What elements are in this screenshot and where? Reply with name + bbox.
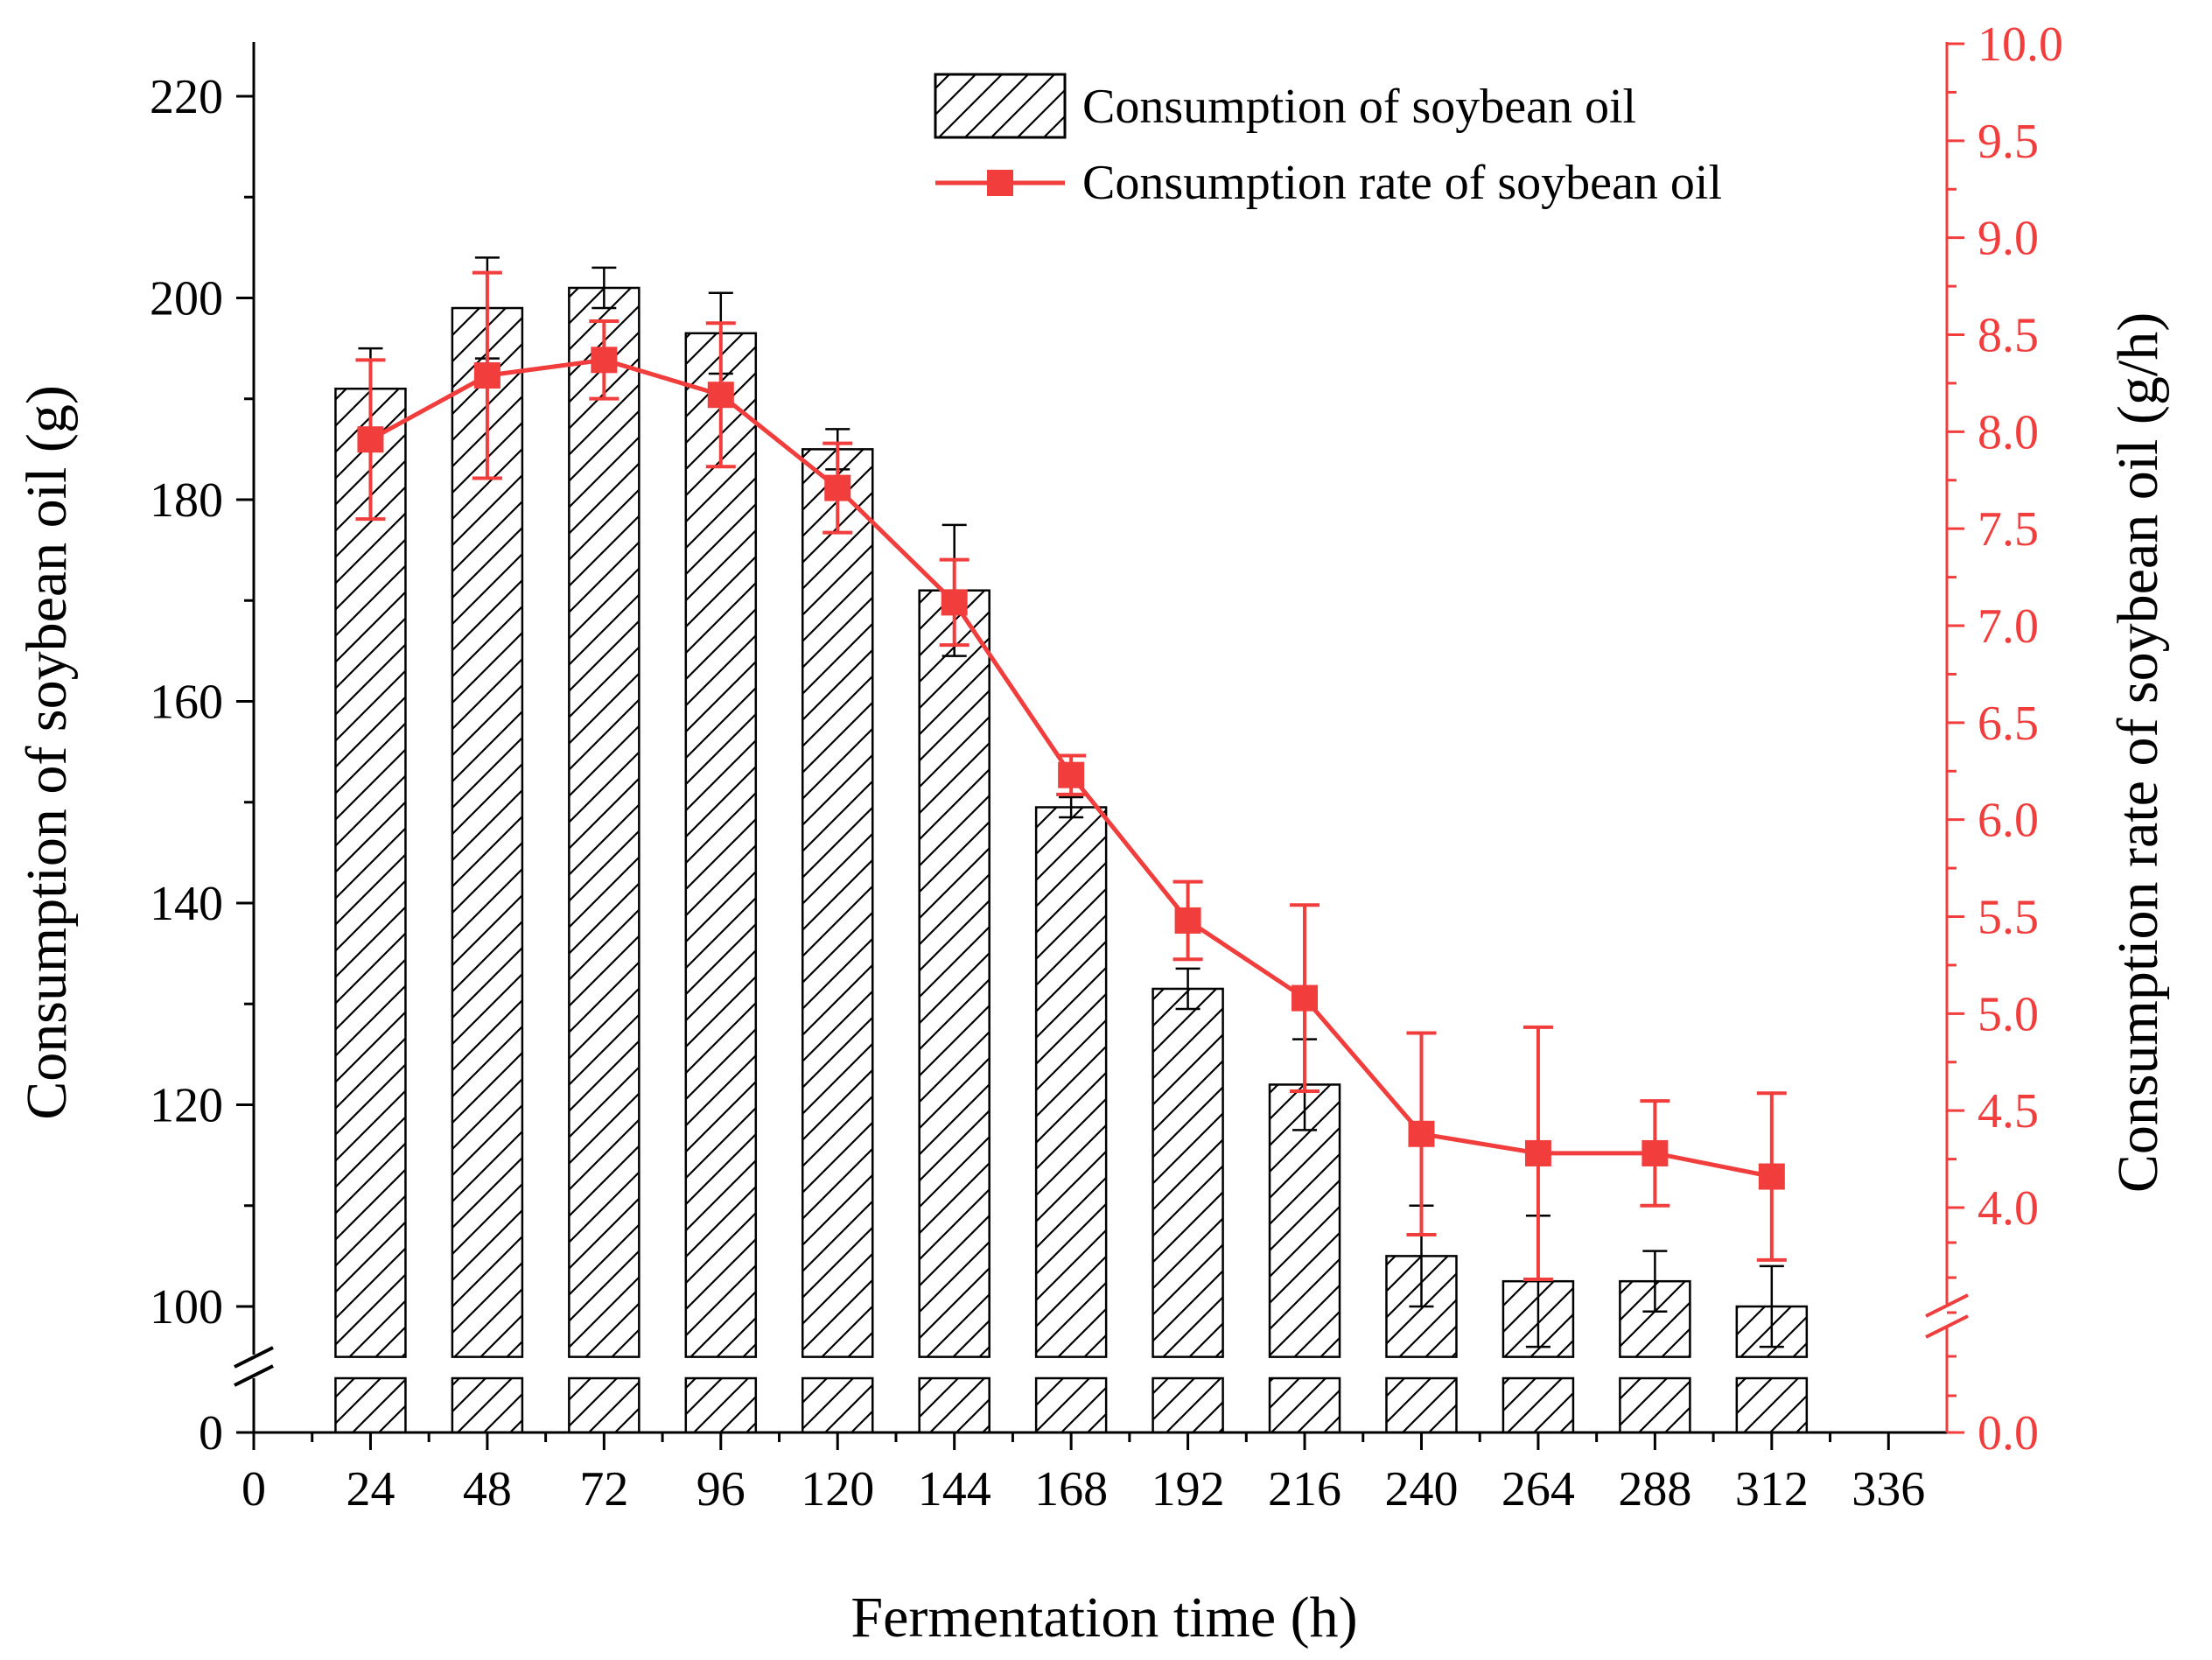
x-axis-tick-label: 312 xyxy=(1735,1462,1809,1516)
x-axis-tick-label: 120 xyxy=(801,1462,874,1516)
rate-point xyxy=(591,347,618,374)
bar-base-segment xyxy=(684,1376,758,1434)
line-layer xyxy=(355,270,1787,1282)
bar-base-segment xyxy=(451,1376,524,1434)
rate-point xyxy=(357,426,384,453)
rate-point xyxy=(1058,761,1085,788)
y-axis-right-tick-label: 6.0 xyxy=(1978,794,2039,848)
x-axis-title: Fermentation time (h) xyxy=(850,1586,1357,1649)
y-axis-right-tick-label: 6.5 xyxy=(1978,697,2039,751)
x-axis-tick-label: 264 xyxy=(1502,1462,1575,1516)
x-axis-tick-label: 144 xyxy=(918,1462,991,1516)
x-axis-tick-label: 216 xyxy=(1268,1462,1341,1516)
bar xyxy=(801,448,874,1358)
bar xyxy=(568,286,640,1358)
x-axis-tick-label: 48 xyxy=(463,1462,512,1516)
rate-point xyxy=(1174,907,1201,934)
bar xyxy=(1152,987,1224,1358)
bar-base-segment xyxy=(918,1376,990,1434)
x-axis-tick-label: 72 xyxy=(579,1462,628,1516)
y-axis-left-tick-label: 100 xyxy=(150,1280,223,1334)
bar-base-segment xyxy=(1034,1376,1108,1434)
bar-base-segment xyxy=(1619,1376,1691,1434)
rate-point xyxy=(1642,1139,1669,1166)
rate-point xyxy=(1758,1163,1785,1190)
legend-bar-swatch xyxy=(934,73,1067,139)
y-axis-left-break-mark xyxy=(234,1346,274,1369)
y-axis-right-tick-label: 9.5 xyxy=(1978,115,2039,169)
x-axis-tick-label: 336 xyxy=(1852,1462,1925,1516)
rate-point xyxy=(824,474,851,501)
bar-base-segment xyxy=(1152,1376,1224,1434)
bar xyxy=(918,589,990,1358)
y-axis-left-tick-label: 0 xyxy=(199,1406,223,1460)
bar-base-segment xyxy=(1735,1376,1809,1434)
bars-layer xyxy=(334,256,1809,1434)
y-axis-left-tick-label: 220 xyxy=(150,70,223,124)
y-axis-left-tick-label: 120 xyxy=(150,1079,223,1133)
x-axis-tick-label: 168 xyxy=(1034,1462,1108,1516)
y-axis-right-tick-label: 7.5 xyxy=(1978,502,2039,557)
y-axis-left-tick-label: 160 xyxy=(150,676,223,730)
bar-base-segment xyxy=(334,1376,407,1434)
y-axis-right-tick-label: 10.0 xyxy=(1978,18,2063,72)
bar xyxy=(684,332,758,1358)
y-axis-right-tick-label: 8.0 xyxy=(1978,405,2039,459)
y-axis-right-tick-label: 5.0 xyxy=(1978,987,2039,1041)
y-axis-left-tick-label: 140 xyxy=(150,877,223,931)
rate-point xyxy=(473,362,500,389)
legend: Consumption of soybean oil Consumption r… xyxy=(934,73,1722,210)
y-axis-left-break-mark xyxy=(234,1364,274,1387)
y-axis-right-tick-label: 5.5 xyxy=(1978,891,2039,945)
bar-base-segment xyxy=(568,1376,640,1434)
x-axis-tick-label: 96 xyxy=(696,1462,746,1516)
x-axis-tick-label: 192 xyxy=(1152,1462,1225,1516)
legend-line-marker xyxy=(987,170,1013,196)
x-axis-tick-label: 24 xyxy=(346,1462,395,1516)
legend-line-label: Consumption rate of soybean oil xyxy=(1082,156,1722,210)
legend-bar-label: Consumption of soybean oil xyxy=(1082,80,1636,134)
rate-point xyxy=(707,382,734,409)
rate-point xyxy=(1408,1120,1435,1147)
bar-base-segment xyxy=(1385,1376,1458,1434)
bar-base-segment xyxy=(1268,1376,1341,1434)
y-axis-right-tick-label: 8.5 xyxy=(1978,309,2039,363)
bar xyxy=(334,387,407,1358)
rate-point xyxy=(1524,1139,1551,1166)
y-axis-right-tick-label: 7.0 xyxy=(1978,599,2039,654)
bar-base-segment xyxy=(801,1376,874,1434)
axes-layer: 100 120 140 160 180 200 220 00 24 48 72 96 120 144 168… xyxy=(150,18,2063,1516)
x-axis-tick-label: 288 xyxy=(1618,1462,1691,1516)
bar-base-segment xyxy=(1502,1376,1575,1434)
bar xyxy=(1034,806,1108,1358)
y-axis-left-title: Consumption of soybean oil (g) xyxy=(15,385,79,1120)
x-axis-tick-label: 0 xyxy=(242,1462,266,1516)
y-axis-left-tick-label: 180 xyxy=(150,473,223,528)
x-axis-tick-label: 240 xyxy=(1384,1462,1458,1516)
rate-point xyxy=(1292,984,1319,1012)
y-axis-right-tick-label: 4.0 xyxy=(1978,1181,2039,1236)
bar xyxy=(451,306,524,1358)
y-axis-right-tick-label: 4.5 xyxy=(1978,1084,2039,1138)
y-axis-right-break-mark xyxy=(1925,1293,1969,1318)
y-axis-right-title: Consumption rate of soybean oil (g/h) xyxy=(2106,312,2170,1193)
y-axis-right-break-mark xyxy=(1925,1314,1969,1339)
y-axis-right-tick-label: 0.0 xyxy=(1978,1406,2039,1460)
y-axis-right-tick-label: 9.0 xyxy=(1978,212,2039,266)
rate-point xyxy=(941,589,968,616)
y-axis-left-tick-label: 200 xyxy=(150,272,223,326)
